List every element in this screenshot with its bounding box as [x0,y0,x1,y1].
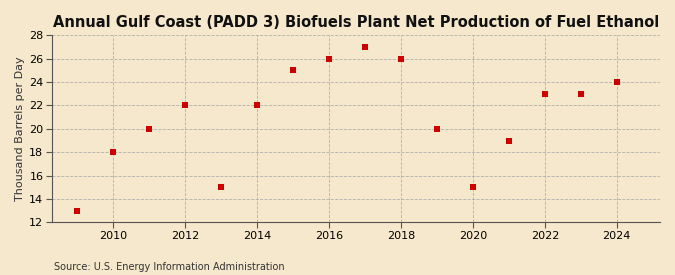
Text: Source: U.S. Energy Information Administration: Source: U.S. Energy Information Administ… [54,262,285,272]
Y-axis label: Thousand Barrels per Day: Thousand Barrels per Day [15,57,25,201]
Title: Annual Gulf Coast (PADD 3) Biofuels Plant Net Production of Fuel Ethanol: Annual Gulf Coast (PADD 3) Biofuels Plan… [53,15,659,30]
